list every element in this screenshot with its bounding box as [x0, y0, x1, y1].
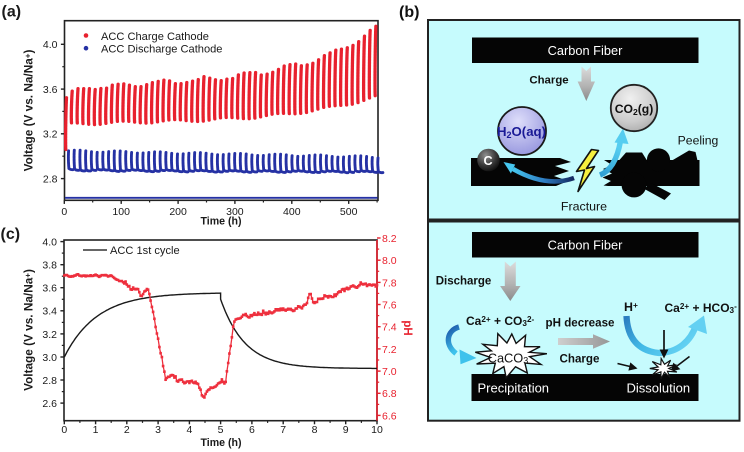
svg-text:4.0: 4.0	[43, 39, 58, 51]
svg-text:Peeling: Peeling	[678, 134, 719, 148]
svg-text:3.2: 3.2	[43, 129, 58, 141]
svg-text:6.8: 6.8	[382, 388, 397, 400]
svg-text:CO2(g): CO2(g)	[615, 102, 654, 117]
svg-text:(c): (c)	[1, 226, 21, 243]
svg-text:Charge: Charge	[529, 75, 568, 87]
svg-text:200: 200	[169, 206, 187, 218]
svg-text:pH: pH	[401, 320, 413, 335]
svg-text:Charge: Charge	[560, 353, 600, 366]
svg-text:500: 500	[340, 206, 358, 218]
svg-text:(b): (b)	[399, 4, 419, 21]
svg-text:10: 10	[371, 424, 383, 436]
svg-text:3.0: 3.0	[42, 352, 57, 364]
svg-text:Voltage (V vs. Na/Na+): Voltage (V vs. Na/Na+)	[22, 269, 36, 391]
svg-text:2.8: 2.8	[42, 375, 57, 387]
svg-text:0: 0	[61, 206, 67, 218]
svg-text:2.6: 2.6	[42, 398, 57, 410]
svg-text:ACC 1st cycle: ACC 1st cycle	[110, 245, 180, 257]
svg-text:7.6: 7.6	[382, 299, 397, 311]
svg-text:3: 3	[155, 424, 161, 436]
svg-text:5: 5	[218, 424, 224, 436]
svg-text:ACC Discharge Cathode: ACC Discharge Cathode	[101, 44, 222, 56]
svg-text:8: 8	[312, 424, 318, 436]
svg-text:Time (h): Time (h)	[200, 437, 241, 449]
svg-text:3.6: 3.6	[42, 283, 57, 295]
svg-text:4.0: 4.0	[42, 237, 57, 249]
svg-text:Ca2+ + HCO3-: Ca2+ + HCO3-	[665, 301, 738, 315]
svg-text:7: 7	[280, 424, 286, 436]
svg-text:7.4: 7.4	[382, 322, 397, 334]
svg-text:CaCO3: CaCO3	[488, 351, 529, 366]
svg-text:3.2: 3.2	[42, 329, 57, 341]
svg-text:ACC Charge Cathode: ACC Charge Cathode	[101, 31, 209, 43]
svg-text:pH decrease: pH decrease	[546, 317, 616, 330]
svg-text:Discharge: Discharge	[436, 276, 492, 288]
svg-text:3.4: 3.4	[42, 306, 57, 318]
svg-text:Precipitation: Precipitation	[478, 381, 550, 396]
svg-text:H2O(aq): H2O(aq)	[497, 124, 546, 140]
svg-text:Dissolution: Dissolution	[627, 381, 691, 396]
svg-text:6.6: 6.6	[382, 410, 397, 422]
svg-text:8.0: 8.0	[382, 255, 397, 267]
svg-text:1: 1	[93, 424, 99, 436]
svg-text:9: 9	[343, 424, 349, 436]
svg-text:7.8: 7.8	[382, 277, 397, 289]
svg-text:300: 300	[226, 206, 244, 218]
svg-text:Time (h): Time (h)	[200, 216, 241, 228]
svg-text:400: 400	[283, 206, 301, 218]
svg-text:Fracture: Fracture	[561, 200, 607, 214]
svg-text:Carbon Fiber: Carbon Fiber	[548, 43, 623, 58]
svg-text:3.8: 3.8	[42, 260, 57, 272]
svg-text:2: 2	[124, 424, 130, 436]
svg-text:0: 0	[61, 424, 67, 436]
svg-text:6: 6	[249, 424, 255, 436]
svg-text:100: 100	[112, 206, 130, 218]
svg-text:4: 4	[186, 424, 192, 436]
svg-text:C: C	[483, 154, 492, 168]
svg-text:Voltage (V vs. Na/Na+): Voltage (V vs. Na/Na+)	[22, 50, 36, 172]
svg-text:Carbon Fiber: Carbon Fiber	[548, 238, 623, 253]
svg-text:7.0: 7.0	[382, 366, 397, 378]
svg-text:3.6: 3.6	[43, 84, 58, 96]
svg-text:7.2: 7.2	[382, 344, 397, 356]
svg-text:(a): (a)	[2, 3, 22, 20]
svg-text:2.8: 2.8	[43, 174, 58, 186]
svg-text:8.2: 8.2	[382, 233, 397, 245]
